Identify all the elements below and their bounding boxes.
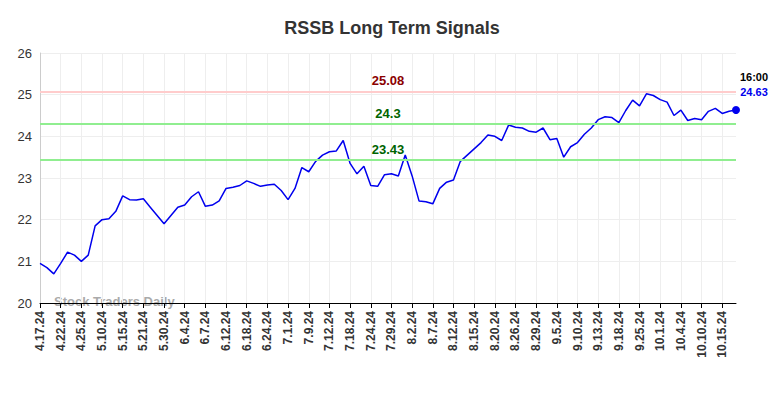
svg-text:9.10.24: 9.10.24: [571, 311, 585, 351]
svg-text:9.18.24: 9.18.24: [612, 311, 626, 351]
svg-text:5.30.24: 5.30.24: [157, 311, 171, 351]
svg-text:16:00: 16:00: [740, 71, 768, 83]
svg-text:7.29.24: 7.29.24: [384, 311, 398, 351]
svg-text:8.2.24: 8.2.24: [405, 311, 419, 345]
svg-text:10.4.24: 10.4.24: [674, 311, 688, 351]
svg-text:9.5.24: 9.5.24: [550, 311, 564, 345]
svg-text:4.17.24: 4.17.24: [33, 311, 47, 351]
svg-text:24.63: 24.63: [740, 86, 768, 98]
svg-text:21: 21: [18, 254, 32, 269]
svg-text:26: 26: [18, 46, 32, 61]
svg-text:8.20.24: 8.20.24: [488, 311, 502, 351]
svg-text:8.7.24: 8.7.24: [426, 311, 440, 345]
svg-text:7.12.24: 7.12.24: [322, 311, 336, 351]
svg-text:10.15.24: 10.15.24: [715, 311, 729, 358]
svg-text:5.21.24: 5.21.24: [136, 311, 150, 351]
svg-text:6.7.24: 6.7.24: [198, 311, 212, 345]
svg-text:7.9.24: 7.9.24: [302, 311, 316, 345]
svg-text:Stock Traders Daily: Stock Traders Daily: [54, 294, 175, 309]
svg-text:25.08: 25.08: [372, 73, 405, 88]
svg-text:24: 24: [18, 129, 32, 144]
svg-text:10.10.24: 10.10.24: [695, 311, 709, 358]
svg-text:10.1.24: 10.1.24: [653, 311, 667, 351]
svg-text:23: 23: [18, 171, 32, 186]
svg-text:23.43: 23.43: [372, 142, 405, 157]
svg-text:6.4.24: 6.4.24: [178, 311, 192, 345]
svg-text:22: 22: [18, 212, 32, 227]
svg-text:24.3: 24.3: [375, 106, 400, 121]
svg-text:8.26.24: 8.26.24: [508, 311, 522, 351]
svg-text:5.10.24: 5.10.24: [95, 311, 109, 351]
svg-text:5.15.24: 5.15.24: [116, 311, 130, 351]
svg-text:7.24.24: 7.24.24: [364, 311, 378, 351]
svg-text:6.18.24: 6.18.24: [240, 311, 254, 351]
svg-text:8.29.24: 8.29.24: [529, 311, 543, 351]
svg-text:20: 20: [18, 296, 32, 311]
svg-text:6.12.24: 6.12.24: [219, 311, 233, 351]
svg-text:9.25.24: 9.25.24: [633, 311, 647, 351]
svg-text:8.15.24: 8.15.24: [467, 311, 481, 351]
svg-text:4.25.24: 4.25.24: [74, 311, 88, 351]
svg-text:RSSB Long Term Signals: RSSB Long Term Signals: [284, 18, 500, 38]
svg-text:7.1.24: 7.1.24: [281, 311, 295, 345]
svg-text:8.12.24: 8.12.24: [446, 311, 460, 351]
svg-text:25: 25: [18, 87, 32, 102]
svg-text:4.22.24: 4.22.24: [54, 311, 68, 351]
svg-text:7.18.24: 7.18.24: [343, 311, 357, 351]
svg-text:9.13.24: 9.13.24: [591, 311, 605, 351]
svg-text:6.24.24: 6.24.24: [260, 311, 274, 351]
